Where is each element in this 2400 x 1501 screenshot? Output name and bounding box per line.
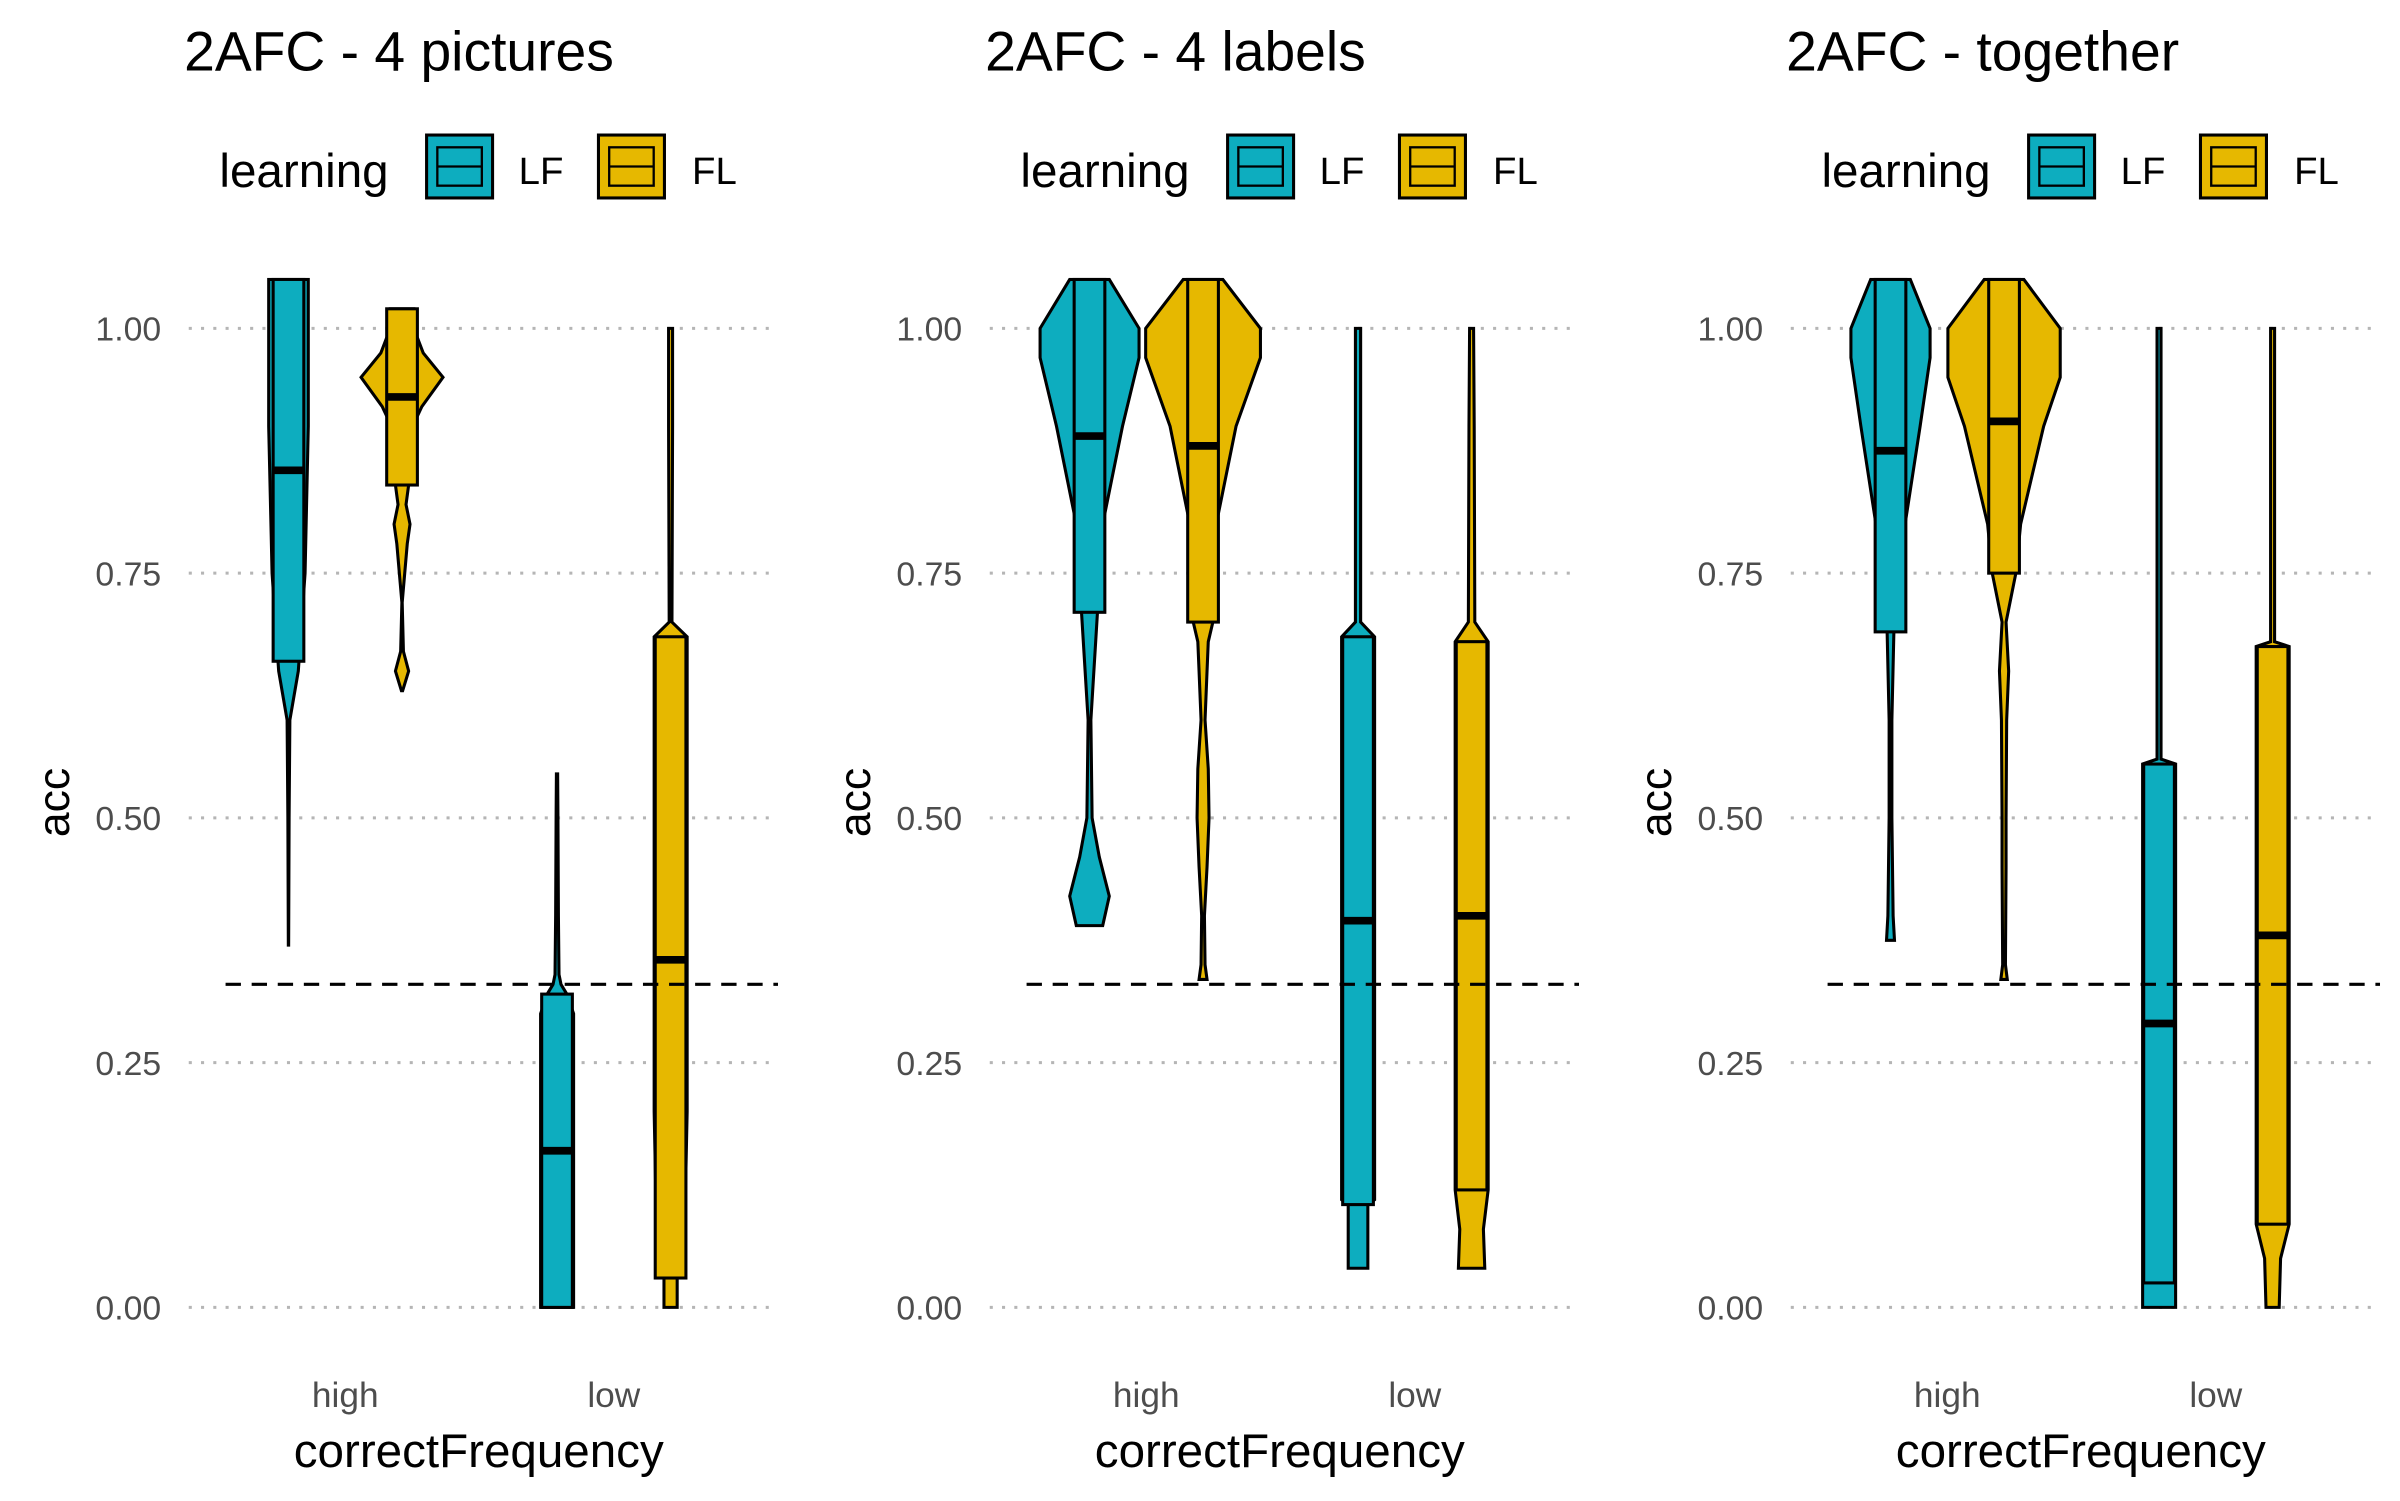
box-fl-high [1186, 277, 1220, 624]
x-tick-label-high: high [312, 1376, 379, 1415]
y-tick-label: 0.50 [1697, 800, 1763, 838]
legend-label-lf: LF [519, 150, 564, 193]
y-tick-label: 1.00 [896, 311, 962, 349]
panel-1: 2AFC - 4 pictures learning LF FL 0.00 0.25 0.5… [30, 21, 778, 1478]
y-tick-label: 0.25 [896, 1045, 962, 1083]
plot-area [1038, 277, 1490, 1270]
plot-area [267, 277, 689, 1309]
legend-label-fl: FL [692, 150, 737, 193]
x-axis-label: correctFrequency [1896, 1425, 2266, 1478]
box-fl-high [1987, 277, 2021, 575]
y-axis-label: acc [1632, 768, 1681, 837]
box-lf-high [1072, 277, 1107, 614]
y-tick-label: 0.50 [95, 800, 161, 838]
y-axis-label: acc [30, 768, 79, 837]
y-tick-label: 0.00 [896, 1290, 962, 1328]
legend-key-fl: FL [1397, 133, 1538, 200]
plot-area [1849, 277, 2291, 1309]
y-tick-label: 1.00 [1697, 311, 1763, 349]
legend: learning LF FL [219, 133, 737, 200]
y-tick-label: 0.75 [1697, 555, 1763, 593]
violin-fl-high [1946, 277, 2062, 982]
y-tick-label: 0.00 [95, 1290, 161, 1328]
legend-key-lf: LF [1226, 133, 1365, 200]
panel-2: 2AFC - 4 labels learning LF FL 0.00 0.25 0.50 0… [831, 21, 1580, 1478]
legend-label-lf: LF [1320, 150, 1365, 193]
panel-3: 2AFC - together learning LF FL 0.00 0.25 0.50 0… [1632, 21, 2381, 1478]
x-tick-label-low: low [1388, 1376, 1441, 1415]
legend-title: learning [1821, 145, 1990, 198]
x-tick-label-low: low [2189, 1376, 2242, 1415]
chart-title: 2AFC - 4 labels [985, 21, 1366, 83]
chart-title: 2AFC - 4 pictures [184, 21, 614, 83]
legend-key-fl: FL [2198, 133, 2339, 200]
x-tick-label-high: high [1914, 1376, 1981, 1415]
legend-key-lf: LF [2027, 133, 2166, 200]
y-tick-label: 1.00 [95, 311, 161, 349]
box-lf-high [1873, 277, 1908, 634]
x-tick-label-low: low [587, 1376, 640, 1415]
legend-label-fl: FL [1493, 150, 1538, 193]
y-tick-label: 0.75 [95, 555, 161, 593]
y-axis-label: acc [831, 768, 880, 837]
y-tick-label: 0.00 [1697, 1290, 1763, 1328]
x-axis-label: correctFrequency [294, 1425, 664, 1478]
y-tick-label: 0.75 [896, 555, 962, 593]
y-tick-label: 0.25 [95, 1045, 161, 1083]
x-tick-label-high: high [1113, 1376, 1180, 1415]
legend: learning LF FL [1821, 133, 2339, 200]
legend-title: learning [219, 145, 388, 198]
legend: learning LF FL [1020, 133, 1538, 200]
x-axis-label: correctFrequency [1095, 1425, 1465, 1478]
chart-title: 2AFC - together [1786, 21, 2179, 83]
legend-title: learning [1020, 145, 1189, 198]
y-tick-label: 0.50 [896, 800, 962, 838]
legend-key-fl: FL [596, 133, 737, 200]
legend-key-lf: LF [425, 133, 564, 200]
legend-label-fl: FL [2294, 150, 2339, 193]
legend-label-lf: LF [2121, 150, 2166, 193]
violin-fl-high [1144, 277, 1262, 982]
y-tick-label: 0.25 [1697, 1045, 1763, 1083]
